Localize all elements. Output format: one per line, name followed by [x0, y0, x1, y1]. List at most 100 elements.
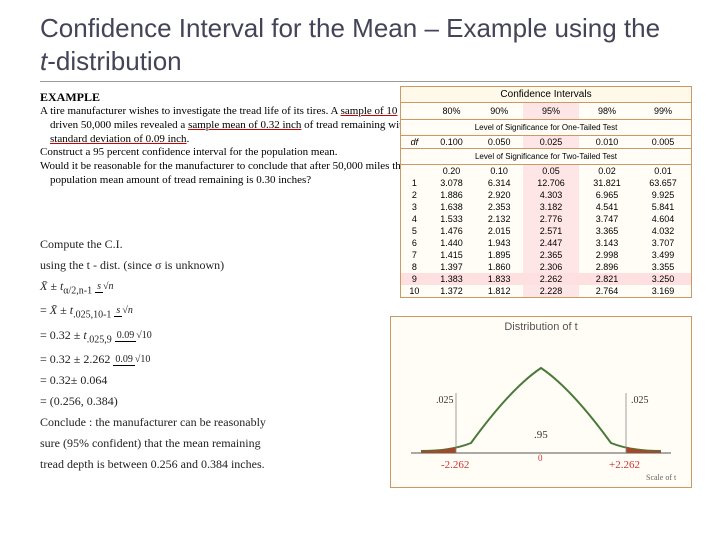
- formula-line-11: tread depth is between 0.256 and 0.384 i…: [40, 455, 266, 473]
- p1a: A tire manufacturer wishes to investigat…: [40, 105, 341, 117]
- value-cell: 3.707: [635, 237, 691, 249]
- value-cell: 1.860: [475, 261, 523, 273]
- value-cell: 4.032: [635, 225, 691, 237]
- df-cell: 2: [401, 189, 428, 201]
- value-cell: 1.372: [428, 285, 476, 297]
- formula-block: Compute the C.I. using the t - dist. (si…: [40, 235, 266, 476]
- value-cell: 3.182: [523, 201, 579, 213]
- value-cell: 4.604: [635, 213, 691, 225]
- one-tail-row: df 0.100 0.050 0.025 0.010 0.005: [401, 136, 691, 149]
- value-cell: 2.306: [523, 261, 579, 273]
- ot-1: 0.050: [475, 136, 523, 149]
- table-row: 91.3831.8332.2622.8213.250: [401, 273, 691, 285]
- ot-4: 0.005: [635, 136, 691, 149]
- value-cell: 2.447: [523, 237, 579, 249]
- left-crit-value: -2.262: [441, 459, 469, 471]
- value-cell: 1.886: [428, 189, 476, 201]
- value-cell: 1.812: [475, 285, 523, 297]
- value-cell: 2.998: [579, 249, 635, 261]
- df-cell: 4: [401, 213, 428, 225]
- t-table-body: 13.0786.31412.70631.82163.65721.8862.920…: [401, 177, 691, 297]
- value-cell: 2.015: [475, 225, 523, 237]
- value-cell: 1.397: [428, 261, 476, 273]
- df-cell: 3: [401, 201, 428, 213]
- table-row: 101.3721.8122.2282.7643.169: [401, 285, 691, 297]
- critical-value-cell: 2.262: [523, 273, 579, 285]
- ot-0: 0.100: [428, 136, 476, 149]
- value-cell: 9.925: [635, 189, 691, 201]
- value-cell: 2.571: [523, 225, 579, 237]
- p1e: of tread remaining with a: [301, 119, 415, 131]
- value-cell: 3.499: [635, 249, 691, 261]
- ot-3: 0.010: [579, 136, 635, 149]
- ci-95: 95%: [523, 103, 579, 120]
- df-cell: 7: [401, 249, 428, 261]
- value-cell: 2.353: [475, 201, 523, 213]
- tt-4: 0.01: [635, 165, 691, 178]
- two-tail-label-row: Level of Significance for Two-Tailed Tes…: [401, 149, 691, 165]
- formula-line-6: = 0.32 ± 2.262 0.09√10: [40, 350, 266, 368]
- table-row: 41.5332.1322.7763.7474.604: [401, 213, 691, 225]
- value-cell: 3.355: [635, 261, 691, 273]
- value-cell: 3.078: [428, 177, 476, 189]
- one-tail-label: Level of Significance for One-Tailed Tes…: [401, 120, 691, 136]
- formula-line-2: using the t - dist. (since σ is unknown): [40, 256, 266, 274]
- value-cell: 1.895: [475, 249, 523, 261]
- value-cell: 3.747: [579, 213, 635, 225]
- value-cell: 2.132: [475, 213, 523, 225]
- table-row: 21.8862.9204.3036.9659.925: [401, 189, 691, 201]
- value-cell: 2.776: [523, 213, 579, 225]
- p1b-sample: sample of 10: [341, 105, 398, 117]
- formula-line-8: = (0.256, 0.384): [40, 392, 266, 410]
- table-row: 51.4762.0152.5713.3654.032: [401, 225, 691, 237]
- p1d-mean: sample mean of 0.32 inch: [188, 119, 301, 131]
- title-underline: [40, 81, 680, 82]
- formula-line-5: = 0.32 ± t.025,9 0.09√10: [40, 326, 266, 347]
- value-cell: 2.920: [475, 189, 523, 201]
- p1g: .: [187, 133, 190, 145]
- value-cell: 1.833: [475, 273, 523, 285]
- right-tail-label: .025: [631, 395, 649, 406]
- formula-line-3: X̄ ± tα/2,n-1 s√n: [40, 277, 266, 298]
- curve-svg: .025 .025 .95 -2.262 +2.262 Scale of t 0: [391, 333, 691, 483]
- value-cell: 6.314: [475, 177, 523, 189]
- value-cell: 2.764: [579, 285, 635, 297]
- value-cell: 4.541: [579, 201, 635, 213]
- paragraph-3: Would it be reasonable for the manufactu…: [0, 160, 460, 188]
- tt-3: 0.02: [579, 165, 635, 178]
- value-cell: 1.943: [475, 237, 523, 249]
- value-cell: 6.965: [579, 189, 635, 201]
- value-cell: 63.657: [635, 177, 691, 189]
- formula-line-4: = X̄ ± t.025,10-1 s√n: [40, 301, 266, 322]
- tt-2: 0.05: [523, 165, 579, 178]
- table-row: 61.4401.9432.4473.1433.707: [401, 237, 691, 249]
- value-cell: 5.841: [635, 201, 691, 213]
- df-cell: 10: [401, 285, 428, 297]
- paragraph-1: A tire manufacturer wishes to investigat…: [0, 105, 460, 146]
- value-cell: 31.821: [579, 177, 635, 189]
- value-cell: 1.533: [428, 213, 476, 225]
- value-cell: 4.303: [523, 189, 579, 201]
- value-cell: 2.228: [523, 285, 579, 297]
- f2b: is unknown): [161, 258, 224, 272]
- left-tail-label: .025: [436, 395, 454, 406]
- page-title: Confidence Interval for the Mean – Examp…: [0, 0, 720, 81]
- df-cell: 9: [401, 273, 428, 285]
- value-cell: 1.476: [428, 225, 476, 237]
- value-cell: 2.365: [523, 249, 579, 261]
- value-cell: 3.169: [635, 285, 691, 297]
- right-crit-value: +2.262: [609, 459, 640, 471]
- title-text-1: Confidence Interval for the Mean – Examp…: [40, 13, 660, 43]
- ci-90: 90%: [475, 103, 523, 120]
- t-table: Confidence Intervals 80% 90% 95% 98% 99%…: [400, 86, 692, 298]
- formula-line-1: Compute the C.I.: [40, 235, 266, 253]
- df-cell: 6: [401, 237, 428, 249]
- ot-2: 0.025: [523, 136, 579, 149]
- zero-label: 0: [538, 453, 543, 463]
- tt-1: 0.10: [475, 165, 523, 178]
- ci-98: 98%: [579, 103, 635, 120]
- one-tail-label-row: Level of Significance for One-Tailed Tes…: [401, 120, 691, 136]
- formula-line-9: Conclude : the manufacturer can be reaso…: [40, 413, 266, 431]
- formula-line-10: sure (95% confident) that the mean remai…: [40, 434, 266, 452]
- df-cell: 1: [401, 177, 428, 189]
